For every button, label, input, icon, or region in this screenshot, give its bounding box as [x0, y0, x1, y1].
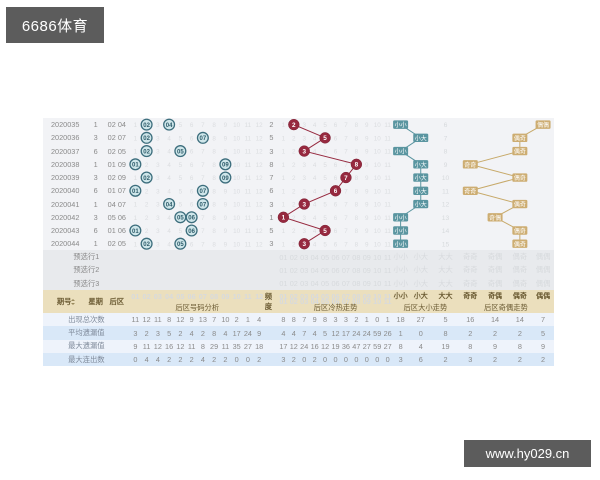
svg-text:小小: 小小 [395, 214, 407, 222]
svg-text:奇偶: 奇偶 [489, 214, 501, 222]
svg-text:偶奇: 偶奇 [514, 201, 526, 209]
svg-text:偶奇: 偶奇 [514, 148, 526, 156]
svg-text:偶奇: 偶奇 [514, 134, 526, 142]
svg-text:小大: 小大 [415, 187, 427, 195]
svg-text:小大: 小大 [415, 201, 427, 209]
svg-text:13: 13 [442, 215, 450, 222]
svg-text:小小: 小小 [395, 227, 407, 235]
svg-text:14: 14 [442, 228, 450, 235]
svg-text:小大: 小大 [415, 174, 427, 182]
svg-text:6: 6 [444, 122, 448, 129]
svg-text:奇奇: 奇奇 [464, 161, 476, 169]
svg-text:12: 12 [442, 202, 450, 209]
svg-text:小小: 小小 [395, 121, 407, 129]
svg-text:偶偶: 偶偶 [537, 121, 549, 129]
svg-text:小小: 小小 [395, 240, 407, 248]
svg-text:8: 8 [444, 149, 448, 156]
svg-text:10: 10 [442, 175, 450, 182]
svg-text:11: 11 [442, 188, 449, 195]
svg-text:15: 15 [442, 241, 450, 248]
svg-text:奇奇: 奇奇 [464, 187, 476, 195]
svg-text:9: 9 [444, 162, 448, 169]
svg-text:偶奇: 偶奇 [514, 227, 526, 235]
svg-text:7: 7 [444, 135, 448, 142]
svg-text:偶奇: 偶奇 [514, 174, 526, 182]
svg-text:偶奇: 偶奇 [514, 240, 526, 248]
svg-text:小大: 小大 [415, 134, 427, 142]
svg-text:小大: 小大 [415, 161, 427, 169]
svg-text:小小: 小小 [395, 148, 407, 156]
